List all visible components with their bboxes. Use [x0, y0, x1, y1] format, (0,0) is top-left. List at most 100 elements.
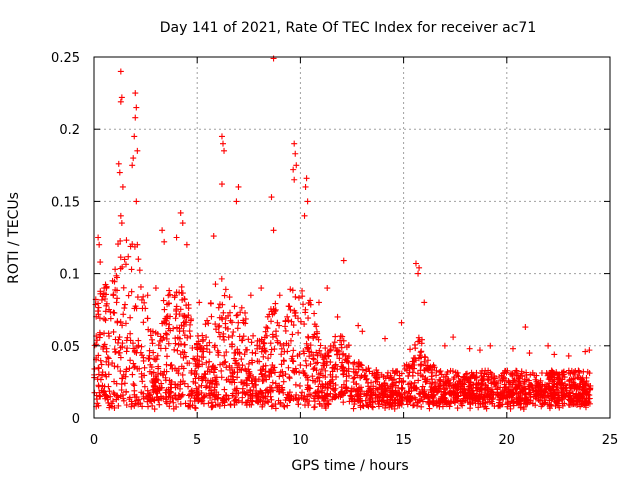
data-point: [569, 397, 576, 404]
data-point: [155, 365, 162, 372]
data-point: [207, 387, 214, 394]
data-point: [287, 306, 294, 313]
data-point: [193, 340, 200, 347]
data-point: [168, 361, 175, 368]
data-point: [229, 332, 236, 339]
data-point: [218, 133, 225, 140]
data-point: [511, 377, 518, 384]
y-tick-label: 0.2: [59, 123, 80, 138]
data-point: [457, 378, 464, 385]
data-point: [280, 402, 287, 409]
data-point: [477, 370, 484, 377]
data-point: [449, 368, 456, 375]
data-point: [278, 361, 285, 368]
data-point: [203, 342, 210, 349]
data-point: [549, 394, 556, 401]
data-point: [476, 347, 483, 354]
x-tick-labels: 0 5 10 15 20 25: [90, 433, 618, 448]
data-point: [424, 357, 431, 364]
data-point: [141, 299, 148, 306]
data-point: [522, 391, 529, 398]
data-point: [262, 328, 269, 335]
data-point: [184, 360, 191, 367]
data-point: [315, 371, 322, 378]
data-point: [182, 353, 189, 360]
data-point: [215, 329, 222, 336]
data-point: [302, 357, 309, 364]
data-point: [507, 402, 514, 409]
data-point: [222, 315, 229, 322]
data-point: [114, 318, 121, 325]
data-point: [149, 402, 156, 409]
data-point: [190, 378, 197, 385]
data-point: [171, 346, 178, 353]
data-point: [337, 389, 344, 396]
data-point: [149, 340, 156, 347]
data-point: [127, 330, 134, 337]
data-point: [119, 183, 126, 190]
data-point: [421, 299, 428, 306]
data-point: [411, 394, 418, 401]
data-point: [565, 369, 572, 376]
data-point: [373, 369, 380, 376]
data-point: [310, 333, 317, 340]
data-point: [94, 337, 101, 344]
data-point: [133, 344, 140, 351]
data-point: [327, 359, 334, 366]
data-point: [134, 294, 141, 301]
data-point: [305, 402, 312, 409]
data-point: [224, 325, 231, 332]
data-point: [185, 312, 192, 319]
data-point: [313, 360, 320, 367]
data-point: [286, 374, 293, 381]
data-point: [268, 403, 275, 410]
data-point: [279, 368, 286, 375]
data-point: [400, 377, 407, 384]
data-point: [235, 390, 242, 397]
data-point: [173, 234, 180, 241]
data-point: [274, 337, 281, 344]
data-point: [255, 393, 262, 400]
data-point: [116, 349, 123, 356]
data-point: [226, 362, 233, 369]
data-point: [95, 365, 102, 372]
y-tick-label: 0: [72, 412, 80, 427]
data-point: [227, 317, 234, 324]
data-point: [223, 376, 230, 383]
data-point: [221, 386, 228, 393]
data-point: [359, 328, 366, 335]
data-point: [301, 392, 308, 399]
data-point: [107, 315, 114, 322]
data-point: [265, 399, 272, 406]
data-point: [163, 353, 170, 360]
data-point: [357, 393, 364, 400]
data-point: [407, 397, 414, 404]
data-point: [264, 398, 271, 405]
data-point: [290, 322, 297, 329]
data-point: [276, 322, 283, 329]
data-point: [329, 385, 336, 392]
data-point: [181, 296, 188, 303]
data-point: [584, 389, 591, 396]
data-point: [188, 387, 195, 394]
data-point: [441, 342, 448, 349]
data-point: [363, 376, 370, 383]
data-point: [215, 391, 222, 398]
data-point: [155, 342, 162, 349]
data-point: [154, 352, 161, 359]
data-point: [357, 402, 364, 409]
data-point: [218, 181, 225, 188]
data-point: [315, 299, 322, 306]
data-point: [126, 394, 133, 401]
data-point: [227, 401, 234, 408]
data-point: [522, 324, 529, 331]
data-point: [270, 55, 277, 62]
data-point: [307, 361, 314, 368]
data-point: [507, 391, 514, 398]
data-point: [555, 397, 562, 404]
data-point: [177, 400, 184, 407]
data-point: [358, 384, 365, 391]
data-point: [492, 380, 499, 387]
data-point: [208, 404, 215, 411]
data-point: [295, 329, 302, 336]
